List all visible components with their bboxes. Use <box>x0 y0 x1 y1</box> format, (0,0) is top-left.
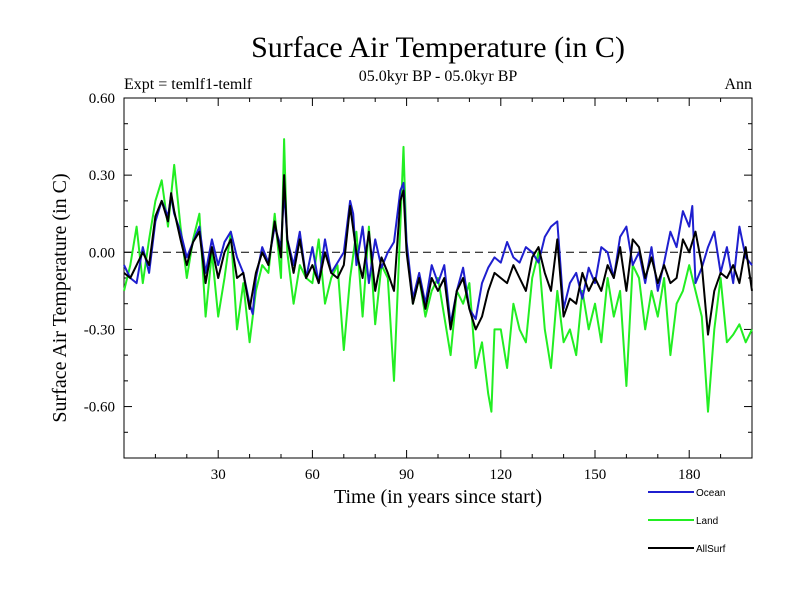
y-tick-label: 0.00 <box>89 245 115 261</box>
chart-title: Surface Air Temperature (in C) <box>251 31 625 64</box>
y-tick-label: 0.30 <box>89 168 115 184</box>
series-lines <box>123 138 753 413</box>
series-line-ocean <box>123 181 753 326</box>
y-tick-label: -0.60 <box>84 400 115 416</box>
y-axis-title: Surface Air Temperature (in C) <box>49 173 71 422</box>
chart-subtitle: 05.0kyr BP - 05.0kyr BP <box>359 68 518 85</box>
experiment-label: Expt = temlf1-temlf <box>124 76 253 93</box>
y-tick-label: -0.30 <box>84 322 115 338</box>
x-tick-label: 180 <box>678 467 701 483</box>
legend-label-allsurf: AllSurf <box>696 544 726 555</box>
x-tick-label: 30 <box>211 467 226 483</box>
legend-label-ocean: Ocean <box>696 488 725 499</box>
axis-ticks: 0.60 0.30 0.00 -0.30 -0.60 30 60 90 120 150 180 <box>84 91 752 483</box>
series-line-allsurf <box>123 174 753 336</box>
x-tick-label: 150 <box>584 467 607 483</box>
legend: Ocean Land AllSurf <box>648 488 726 555</box>
x-tick-label: 90 <box>399 467 414 483</box>
x-tick-label: 60 <box>305 467 320 483</box>
y-tick-label: 0.60 <box>89 91 115 107</box>
period-label: Ann <box>724 76 752 93</box>
legend-label-land: Land <box>696 516 718 527</box>
x-axis-title: Time (in years since start) <box>334 486 542 508</box>
x-tick-label: 120 <box>490 467 513 483</box>
